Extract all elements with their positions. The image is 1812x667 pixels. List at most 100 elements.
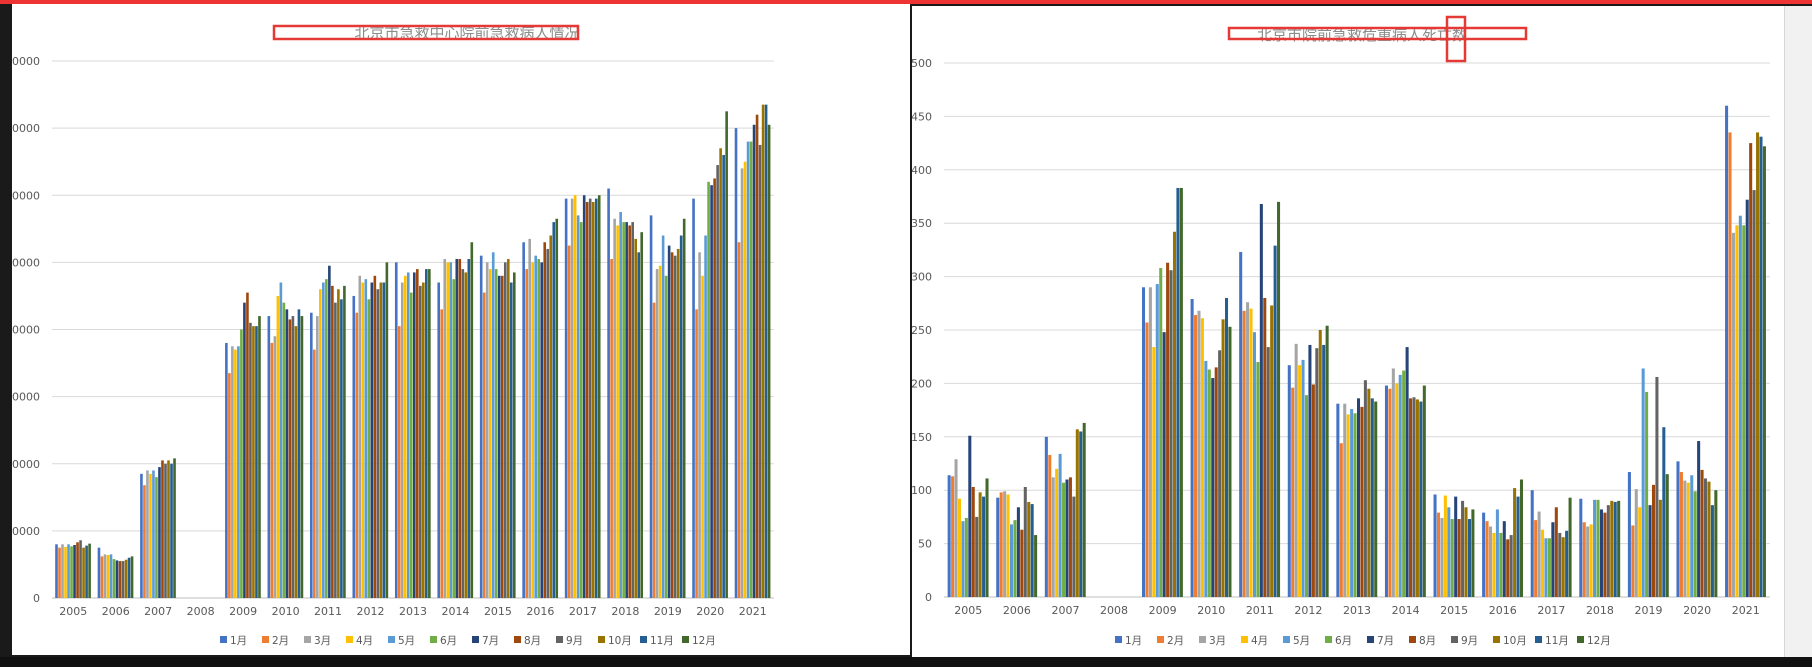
bar [1277,201,1281,597]
bar [567,245,571,598]
bar [758,144,762,598]
bar [1370,398,1374,597]
legend-swatch [220,636,227,643]
bar [1402,370,1406,597]
bar [443,259,447,598]
bar [549,235,553,598]
bar [1367,388,1371,597]
bar [655,269,659,598]
bar [394,262,398,599]
bar [416,269,419,598]
bar [1239,252,1243,598]
bar [1593,499,1597,597]
bar [158,467,161,598]
bar [316,316,319,598]
bar [1148,287,1152,597]
bar [734,128,738,599]
bar [658,265,662,598]
bar [1707,481,1711,597]
bar [267,316,271,598]
bar [1700,469,1704,597]
bar [1204,360,1208,597]
bar [737,242,741,599]
bar [1502,521,1506,597]
bar [1398,374,1402,597]
legend-label: 6月 [440,635,457,647]
bar [328,265,331,598]
bar [670,252,674,598]
x-tick-label: 2010 [1197,604,1225,617]
bar [1315,348,1319,597]
bar [1450,519,1454,597]
x-tick-label: 2014 [441,605,469,618]
bar [1409,398,1413,597]
bar [127,557,131,598]
bar [1294,343,1298,597]
bar [1710,505,1714,597]
bar [1179,187,1183,597]
bar [1343,403,1347,597]
bar [1374,401,1378,597]
bar [85,545,88,598]
bar [667,245,671,598]
x-tick-label: 2020 [1683,604,1711,617]
bar [255,326,258,598]
bar [640,232,643,599]
legend-label: 1月 [1125,635,1142,647]
bar [1686,482,1690,597]
bar [1693,491,1697,597]
chart-panel-left: 北京市急救中心院前急救病人情况 0 10000 20000 30000 40000 500… [5,4,910,655]
bar [707,181,710,598]
bar [1162,332,1166,597]
bar [143,485,146,598]
legend-label: 10月 [608,635,632,647]
bar [698,252,701,598]
bar [975,516,979,597]
bar [546,248,550,598]
legend-label: 7月 [482,635,499,647]
bar [1363,380,1367,597]
bar [1648,505,1652,597]
bar [149,473,152,598]
bar [1263,297,1267,597]
bar [971,487,975,597]
bar [425,269,428,598]
bar [491,252,495,598]
x-tick-label: 2019 [1635,604,1663,617]
bar [152,470,155,598]
bar [361,282,365,598]
y-tick-label: 400 [912,164,932,177]
bar [109,554,113,598]
bar [1322,344,1326,597]
bar [337,289,340,598]
bar [497,275,501,598]
y-tick-label: 0 [33,592,40,605]
bar [1200,318,1204,597]
legend-swatch [1451,636,1458,643]
bar [1519,479,1524,597]
bar [467,259,471,598]
x-tick-label: 2018 [611,605,639,618]
bar [1273,245,1277,597]
bar [1506,539,1510,597]
x-tick-label: 2014 [1392,604,1420,617]
y-tick-label: 250 [912,324,932,337]
bar [1690,475,1694,597]
bar [246,292,249,598]
bar [1304,395,1309,597]
bar [1357,398,1361,597]
legend-label: 5月 [398,635,415,647]
bar [1225,297,1229,597]
legend-label: 10月 [1503,635,1527,647]
legend-swatch [1325,636,1332,643]
bar [130,556,134,598]
bar [249,322,252,598]
bar [367,299,371,598]
bar [118,561,122,598]
bar [67,544,70,598]
legend-label: 8月 [524,635,541,647]
bar [649,215,653,598]
bar [106,555,110,598]
bar [743,161,747,598]
bar [543,242,547,599]
